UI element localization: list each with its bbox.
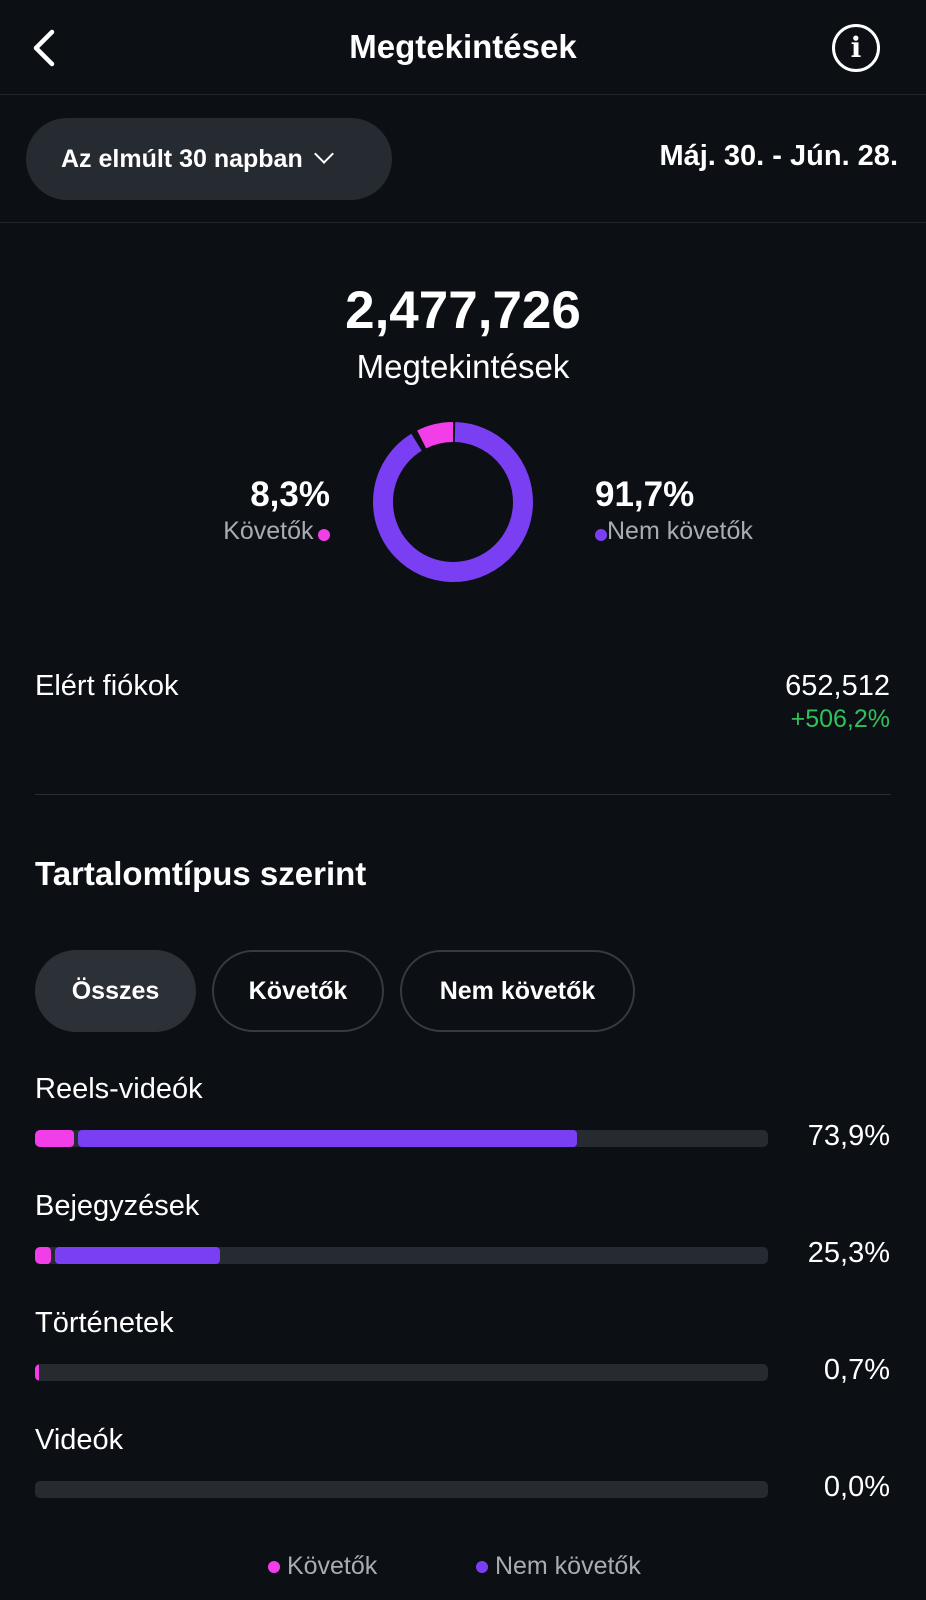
donut-followers-arc [373,422,533,582]
category-bar-track [35,1481,768,1498]
total-views-label: Megtekintések [356,348,570,385]
legend-followers: Követők [268,1552,377,1581]
category-pct: 0,0% [823,1471,890,1503]
followers-pct: 8,3% [250,475,330,514]
category-label: Videók [35,1424,124,1456]
date-range-dropdown[interactable]: Az elmúlt 30 napban [26,118,392,200]
page-title: Megtekintések [349,28,577,65]
tab-followers[interactable]: Követők [212,950,384,1032]
category-pct: 0,7% [823,1354,890,1386]
followers-bar [35,1130,74,1147]
non-followers-dot-icon [476,1561,488,1574]
tab-non-followers[interactable]: Nem követők [400,950,635,1032]
followers-bar [35,1364,40,1381]
followers-dot-icon [268,1561,280,1574]
legend-followers-label: Követők [286,1552,378,1580]
followers-dot-icon [318,528,330,541]
header: Megtekintések i [0,0,926,95]
category-pct: 25,3% [807,1237,890,1269]
non-followers-bar [55,1247,221,1264]
chevron-down-icon [313,144,334,164]
category-bar-track [35,1247,768,1264]
followers-label: Követők [223,517,314,545]
category-label: Reels-videók [35,1073,203,1105]
category-label: Bejegyzések [35,1190,200,1222]
reached-accounts-value-group: 652,512 +506,2% [785,670,890,734]
non-followers-label: Nem követők [607,517,753,545]
category-bar-track [35,1130,768,1147]
category-bar-track [35,1364,768,1381]
donut-chart [373,422,533,582]
legend-non-followers: Nem követők [476,1552,641,1581]
total-views: 2,477,726 [345,281,581,340]
legend-non-followers-label: Nem követők [494,1552,641,1580]
reached-accounts-change: +506,2% [790,705,890,733]
chevron-left-icon[interactable] [26,26,66,70]
tab-all[interactable]: Összes [35,950,196,1032]
reached-accounts-value: 652,512 [785,670,890,702]
followers-share: 8,3% Követők [223,475,330,546]
divider [35,794,891,795]
date-range-text: Máj. 30. - Jún. 28. [659,140,898,172]
section-title: Tartalomtípus szerint [35,855,367,892]
followers-bar [35,1247,52,1264]
info-icon[interactable]: i [832,24,880,72]
category-pct: 73,9% [807,1120,890,1152]
category-label: Történetek [35,1307,174,1339]
date-range-label: Az elmúlt 30 napban [61,145,303,173]
donut-non-followers-arc [373,422,533,582]
non-followers-dot-icon [595,528,607,541]
divider [0,222,926,223]
non-followers-share: 91,7% Nem követők [595,475,753,546]
non-followers-bar [77,1130,577,1147]
reached-accounts-label: Elért fiókok [35,670,179,702]
non-followers-pct: 91,7% [595,475,695,514]
